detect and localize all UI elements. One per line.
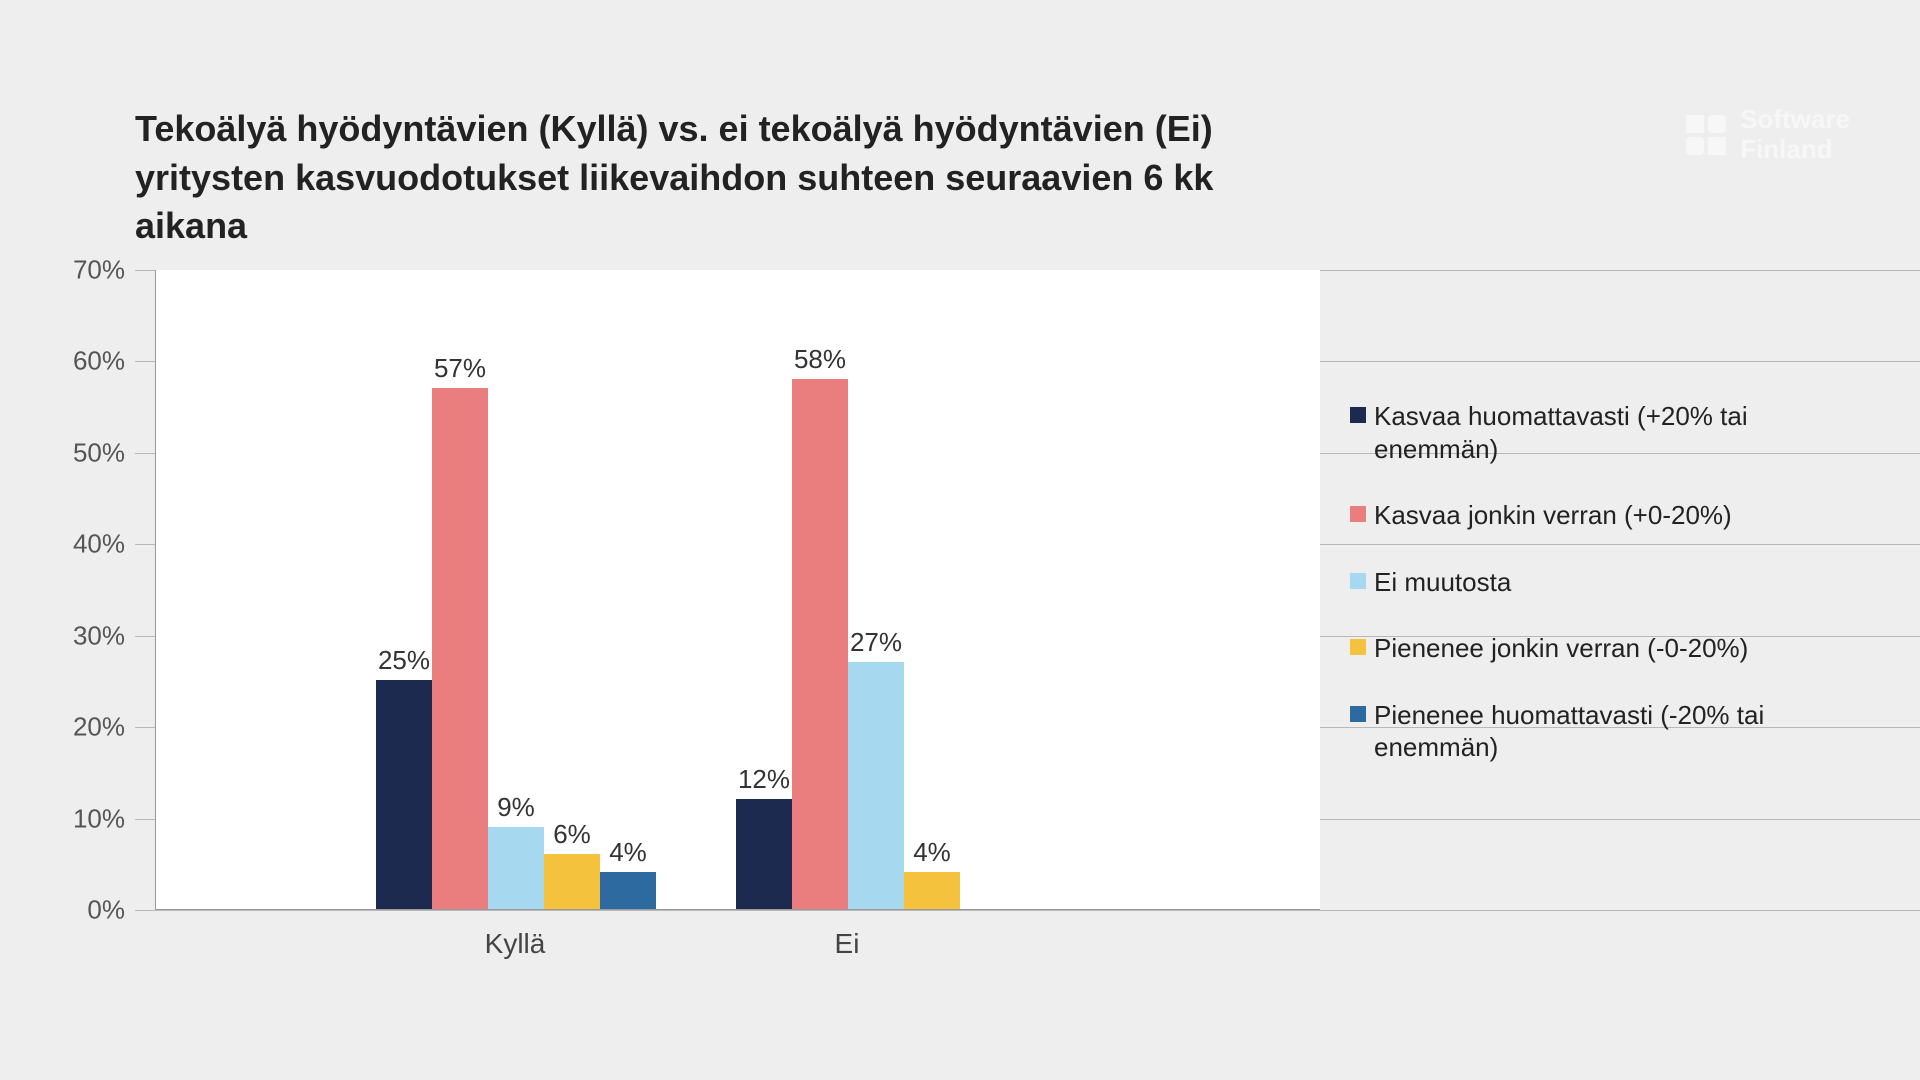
legend-swatch bbox=[1350, 506, 1366, 522]
bar: 4% bbox=[904, 269, 960, 909]
bar-value-label: 57% bbox=[434, 353, 486, 384]
bar: 12% bbox=[736, 269, 792, 909]
y-tick-label: 30% bbox=[40, 620, 125, 651]
bar-rect bbox=[376, 680, 432, 909]
bar-value-label: 12% bbox=[738, 764, 790, 795]
y-tick-label: 70% bbox=[40, 255, 125, 286]
bar-rect bbox=[904, 872, 960, 909]
bar-rect bbox=[544, 854, 600, 909]
y-tick-label: 40% bbox=[40, 529, 125, 560]
brand-logo: Software Finland bbox=[1686, 105, 1850, 165]
bar-value-label: 6% bbox=[553, 819, 591, 850]
legend-label: Pienenee huomattavasti (-20% tai enemmän… bbox=[1374, 699, 1870, 764]
bar-value-label: 4% bbox=[609, 837, 647, 868]
chart-title: Tekoälyä hyödyntävien (Kyllä) vs. ei tek… bbox=[135, 105, 1335, 251]
legend-item: Kasvaa huomattavasti (+20% tai enemmän) bbox=[1350, 400, 1870, 465]
legend-label: Kasvaa jonkin verran (+0-20%) bbox=[1374, 499, 1732, 532]
legend-swatch bbox=[1350, 639, 1366, 655]
legend-item: Ei muutosta bbox=[1350, 566, 1870, 599]
brand-logo-line2: Finland bbox=[1740, 135, 1850, 165]
brand-logo-line1: Software bbox=[1740, 105, 1850, 135]
y-tick-label: 60% bbox=[40, 346, 125, 377]
legend-label: Kasvaa huomattavasti (+20% tai enemmän) bbox=[1374, 400, 1870, 465]
bar-value-label: 9% bbox=[497, 792, 535, 823]
brand-logo-text: Software Finland bbox=[1740, 105, 1850, 165]
bar-rect bbox=[600, 872, 656, 909]
y-tick-label: 10% bbox=[40, 803, 125, 834]
bar: 57% bbox=[432, 269, 488, 909]
bar-rect bbox=[792, 379, 848, 909]
y-tick-label: 0% bbox=[40, 895, 125, 926]
bar-value-label: 4% bbox=[913, 837, 951, 868]
legend-swatch bbox=[1350, 573, 1366, 589]
bar: 58% bbox=[792, 269, 848, 909]
bar-value-label: 25% bbox=[378, 645, 430, 676]
brand-logo-mark bbox=[1686, 115, 1726, 155]
plot-area: 25% 57% 9% 6% 4% 12% 58% 27% 4% bbox=[155, 270, 1320, 910]
bar-rect bbox=[488, 827, 544, 909]
chart-title-container: Tekoälyä hyödyntävien (Kyllä) vs. ei tek… bbox=[135, 105, 1335, 251]
legend-swatch bbox=[1350, 706, 1366, 722]
bar-group: 25% 57% 9% 6% 4% bbox=[376, 269, 656, 909]
bar: 6% bbox=[544, 269, 600, 909]
legend-item: Pienenee jonkin verran (-0-20%) bbox=[1350, 632, 1870, 665]
bar-group: 12% 58% 27% 4% bbox=[736, 269, 960, 909]
legend-swatch bbox=[1350, 407, 1366, 423]
bar-value-label: 58% bbox=[794, 344, 846, 375]
x-axis-label: Ei bbox=[835, 928, 860, 960]
legend-label: Pienenee jonkin verran (-0-20%) bbox=[1374, 632, 1748, 665]
bar-rect bbox=[736, 799, 792, 909]
bar-value-label: 27% bbox=[850, 627, 902, 658]
y-tick-label: 50% bbox=[40, 437, 125, 468]
legend-label: Ei muutosta bbox=[1374, 566, 1511, 599]
bar: 25% bbox=[376, 269, 432, 909]
x-axis-label: Kyllä bbox=[485, 928, 546, 960]
bar-rect bbox=[432, 388, 488, 909]
bar-rect bbox=[848, 662, 904, 909]
gridline-major bbox=[135, 910, 1920, 911]
legend-item: Pienenee huomattavasti (-20% tai enemmän… bbox=[1350, 699, 1870, 764]
bar: 4% bbox=[600, 269, 656, 909]
legend: Kasvaa huomattavasti (+20% tai enemmän) K… bbox=[1350, 400, 1870, 798]
y-tick-label: 20% bbox=[40, 712, 125, 743]
legend-item: Kasvaa jonkin verran (+0-20%) bbox=[1350, 499, 1870, 532]
bar: 9% bbox=[488, 269, 544, 909]
bar: 27% bbox=[848, 269, 904, 909]
